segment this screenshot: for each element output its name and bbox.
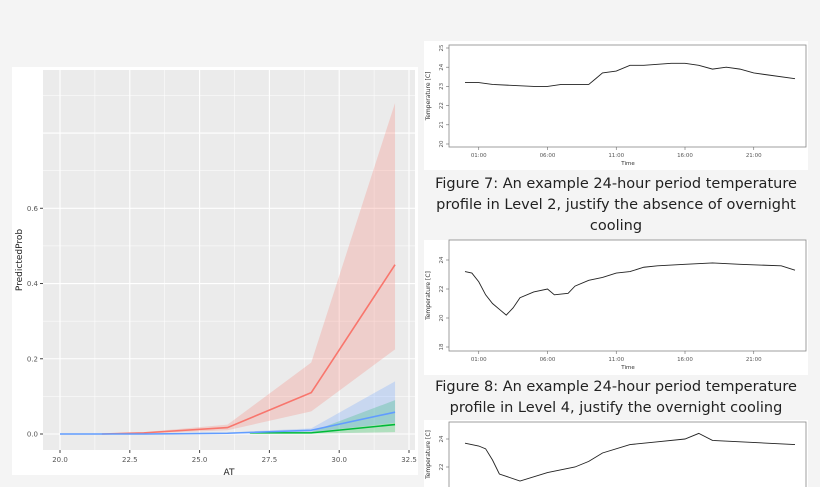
y-tick-label: 22 (439, 464, 445, 471)
x-axis-label: Time (620, 365, 635, 371)
x-tick-label: 16:00 (677, 153, 693, 159)
x-tick-label: 01:00 (471, 153, 487, 159)
y-tick-label: 20 (439, 140, 445, 147)
plot-box (448, 44, 807, 148)
plot-box (448, 421, 807, 487)
y-axis-label: Temperature [C] (425, 271, 432, 321)
x-tick-label: 32.5 (401, 456, 417, 464)
y-tick-label: 21 (439, 121, 445, 128)
chart-2-background (424, 41, 808, 170)
temperature-line (464, 262, 796, 316)
x-tick-label: 16:00 (677, 357, 693, 363)
x-tick-label: 06:00 (540, 357, 556, 363)
figure-8-caption: Figure 8: An example 24-hour period temp… (435, 379, 797, 416)
x-tick-label: 25.0 (192, 456, 208, 464)
series-line-1 (249, 423, 396, 434)
y-tick-label: 23 (439, 82, 445, 89)
confidence-band-0 (101, 102, 396, 434)
x-tick-label: 11:00 (608, 357, 624, 363)
y-tick-label: 24 (439, 63, 445, 70)
chart-4-background (424, 420, 808, 487)
x-tick-label: 27.5 (262, 456, 278, 464)
confidence-band-1 (249, 400, 396, 434)
y-tick-label: 0.4 (27, 280, 39, 288)
x-tick-label: 06:00 (540, 153, 556, 159)
x-tick-label: 01:00 (471, 357, 487, 363)
x-tick-label: 30.0 (331, 456, 347, 464)
plot-box (448, 239, 807, 352)
y-tick-label: 18 (439, 343, 445, 350)
chart-3-background (424, 240, 808, 375)
y-tick-label: 0.2 (27, 355, 38, 363)
temperature-line (464, 432, 796, 482)
y-tick-label: 0.0 (27, 431, 38, 439)
x-axis-label: AT (224, 468, 235, 478)
y-tick-label: 24 (439, 435, 445, 442)
x-tick-label: 21:00 (746, 357, 762, 363)
figure-7-caption: Figure 7: An example 24-hour period temp… (435, 176, 797, 234)
y-tick-label: 0.6 (27, 205, 39, 213)
series-line-2 (60, 411, 396, 435)
y-axis-label: PredictedProb (15, 229, 25, 292)
x-tick-label: 20.0 (52, 456, 68, 464)
y-axis-label: Temperature [C] (425, 72, 432, 122)
x-tick-label: 11:00 (608, 153, 624, 159)
y-tick-label: 20 (439, 314, 445, 321)
y-tick-label: 24 (439, 256, 445, 263)
y-tick-label: 22 (439, 102, 445, 109)
y-tick-label: 25 (439, 44, 445, 51)
x-tick-label: 21:00 (746, 153, 762, 159)
x-tick-label: 22.5 (122, 456, 138, 464)
y-tick-label: 22 (439, 286, 445, 293)
x-axis-label: Time (620, 161, 635, 167)
temperature-line (465, 62, 796, 87)
y-axis-label: Temperature [C] (425, 430, 432, 480)
